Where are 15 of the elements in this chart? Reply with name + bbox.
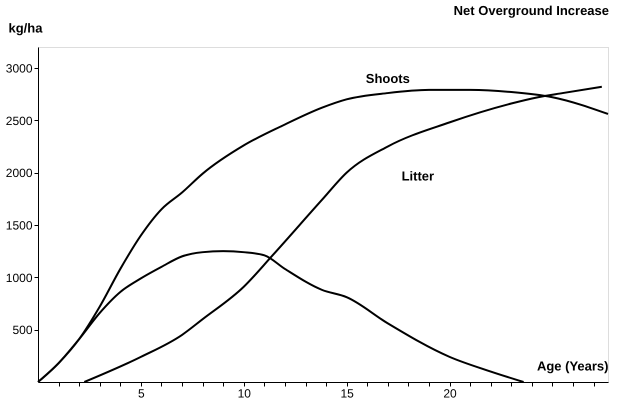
y-tick-label: 3000 [6, 61, 33, 76]
x-axis-title: Age (Years) [536, 358, 608, 374]
y-tick-label: 500 [12, 323, 33, 338]
y-tick-label: 2500 [6, 114, 33, 128]
x-tick-label: 15 [340, 386, 354, 400]
y-tick-label: 1000 [6, 270, 33, 285]
x-tick-label: 10 [238, 386, 252, 400]
y-axis-title: kg/ha [8, 20, 44, 36]
y-tick-label: 2000 [6, 166, 33, 180]
x-tick-label: 20 [443, 386, 458, 400]
x-tick-label: 5 [138, 386, 146, 400]
series-label: Litter [402, 168, 434, 184]
series-label: Shoots [366, 71, 410, 86]
chart-title: Net Overground Increase [454, 3, 609, 18]
y-tick-label: 1500 [6, 218, 33, 232]
